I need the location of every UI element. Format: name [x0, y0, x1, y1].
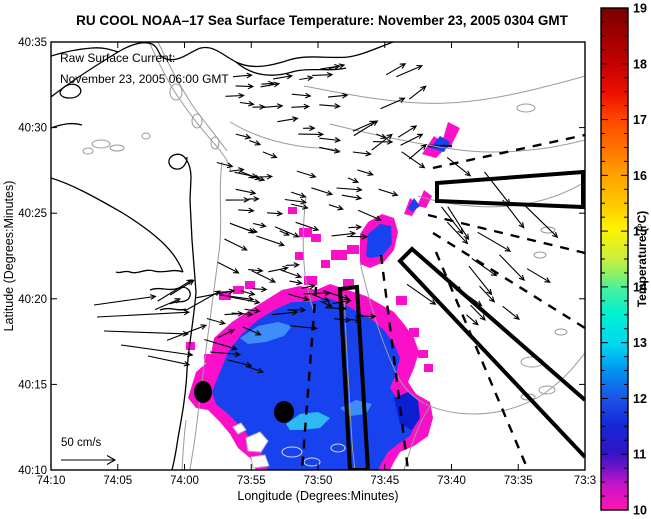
scale-arrow [61, 455, 117, 465]
x-tick-label: 73:3 [574, 475, 596, 487]
colorbar-tick-label: 16 [633, 169, 647, 183]
colorbar-label: Temperature (°C) [635, 211, 649, 308]
x-tick-label: 73:35 [504, 475, 533, 487]
y-axis-label: Latitude (Degrees:Minutes) [2, 181, 16, 332]
x-tick-label: 74:05 [103, 475, 132, 487]
y-tick-label: 40:10 [18, 465, 47, 477]
x-axis-label: Longitude (Degrees:Minutes) [237, 489, 398, 503]
colorbar-tick-label: 14 [633, 280, 647, 294]
annotation-raw-surface-current: Raw Surface Current: [60, 51, 175, 65]
colorbar-ticks [601, 7, 628, 511]
scale-arrow-label: 50 cm/s [61, 437, 102, 449]
x-tick-label: 73:55 [237, 475, 266, 487]
colorbar-tick-label: 15 [633, 225, 647, 239]
shipping-lanes [337, 169, 585, 470]
x-tick-label: 74:00 [170, 475, 199, 487]
axes: 74:10 74:05 74:00 73:55 73:50 73:45 73:40 73:35… [18, 37, 596, 487]
colorbar-tick-label: 18 [633, 57, 647, 71]
y-tick-label: 40:15 [18, 379, 47, 391]
y-tick-label: 40:25 [18, 208, 47, 220]
annotation-current-timestamp: November 23, 2005 06:00 GMT [60, 72, 229, 86]
colorbar-tick-label: 13 [633, 336, 647, 350]
colorbar-tick-label: 10 [633, 504, 647, 518]
colorbar-tick-label: 12 [633, 392, 647, 406]
x-tick-label: 73:40 [437, 475, 466, 487]
y-tick-label: 40:35 [18, 37, 47, 49]
colorbar-tick-label: 11 [633, 448, 646, 462]
figure-title: RU COOL NOAA–17 Sea Surface Temperature:… [76, 13, 568, 28]
x-tick-label: 74:10 [37, 475, 66, 487]
colorbar-tick-label: 17 [633, 113, 647, 127]
temperature-colorbar: 19 18 17 16 15 14 13 12 11 10 [600, 2, 647, 518]
plot-border [50, 41, 586, 471]
current-vector-field [93, 63, 559, 374]
x-tick-label: 73:50 [304, 475, 333, 487]
map-area [51, 42, 585, 470]
y-tick-label: 40:30 [18, 123, 47, 135]
y-tick-label: 40:20 [18, 294, 47, 306]
colorbar-gradient [600, 7, 629, 511]
colorbar-tick-label: 19 [633, 2, 647, 16]
dashed-boundaries [300, 133, 585, 470]
coastline-contours [51, 42, 394, 470]
x-tick-label: 73:45 [370, 475, 399, 487]
station-dots [194, 381, 294, 423]
